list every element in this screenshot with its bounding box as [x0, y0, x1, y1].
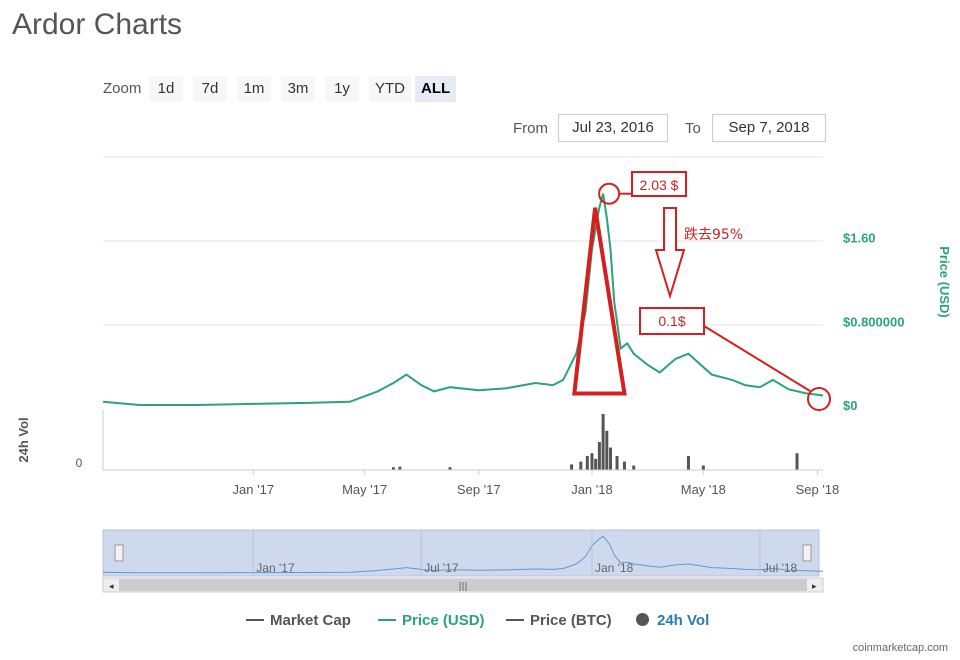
zoom-button-all[interactable]: ALL [415, 76, 457, 102]
volume-bar [579, 461, 583, 470]
volume-bar [609, 447, 613, 470]
price-usd-line [102, 193, 824, 406]
current-circle-marker [807, 387, 831, 411]
navigator-tick-label: Jul '17 [424, 561, 459, 575]
legend-item-price-btc[interactable]: Price (BTC) [506, 612, 612, 629]
x-tick-label: May '17 [342, 482, 387, 497]
volume-tick-label: 0 [76, 456, 83, 470]
navigator-selection[interactable] [102, 529, 820, 577]
legend-item-price-usd[interactable]: Price (USD) [378, 612, 485, 629]
legend-label: Price (BTC) [530, 612, 612, 629]
chart-axes [102, 410, 823, 471]
x-tick-label: Sep '18 [796, 482, 840, 497]
x-axis-ticks: Jan '17 May '17 Sep '17 Jan '18 May '18 Sep '… [233, 470, 840, 497]
page-title: Ardor Charts [12, 8, 183, 41]
navigator-tick-label: Jan '18 [595, 561, 634, 575]
legend-item-24h-vol[interactable]: 24h Vol [636, 612, 709, 629]
x-tick-label: May '18 [681, 482, 726, 497]
zoom-button-7d[interactable]: 7d [193, 76, 227, 102]
to-label: To [685, 120, 701, 137]
range-navigator[interactable]: Jan '17 Jul '17 Jan '18 Jul '18 ◂ ▸ ||| [102, 529, 824, 593]
legend-label: 24h Vol [657, 612, 710, 629]
from-date-input[interactable]: Jul 23, 2016 [558, 114, 668, 142]
volume-bar [570, 464, 574, 470]
zoom-label: Zoom [103, 80, 142, 97]
to-date-input[interactable]: Sep 7, 2018 [712, 114, 826, 142]
volume-bar [448, 467, 452, 470]
volume-bar [601, 414, 605, 470]
navigator-right-handle[interactable] [802, 544, 812, 562]
legend-label: Market Cap [270, 612, 351, 629]
zoom-button-1y[interactable]: 1y [325, 76, 359, 102]
navigator-series [102, 535, 824, 574]
peak-label-box [631, 171, 687, 197]
volume-bar [391, 467, 395, 470]
legend-dot-icon [636, 613, 649, 626]
volume-bar [398, 466, 402, 470]
zoom-button-1m[interactable]: 1m [237, 76, 271, 102]
volume-bar [795, 453, 799, 470]
zoom-button-3m[interactable]: 3m [281, 76, 315, 102]
peak-triangle-outline [572, 207, 627, 396]
navigator-tick-label: Jan '17 [256, 561, 295, 575]
y-axis-ticks: $1.60 $0.800000 $0 [843, 231, 904, 413]
current-label-box [639, 307, 705, 335]
annotation-layer: 2.03 $ 跌去95% 0.1$ [572, 171, 831, 411]
navigator-left-handle[interactable] [114, 544, 124, 562]
zoom-button-1d[interactable]: 1d [149, 76, 183, 102]
x-tick-label: Jan '17 [233, 482, 275, 497]
legend-line-icon [246, 619, 264, 621]
current-value-label: 0.1$ [658, 313, 685, 329]
volume-bar [632, 465, 636, 470]
volume-axis-title: 24h Vol [16, 417, 31, 462]
peak-label: 2.03 $ [640, 177, 679, 193]
navigator-tick-label: Jul '18 [763, 561, 798, 575]
x-tick-label: Jan '18 [571, 482, 613, 497]
y-axis-title: Price (USD) [937, 246, 952, 318]
legend-item-market-cap[interactable]: Market Cap [246, 612, 351, 629]
zoom-button-ytd[interactable]: YTD [369, 76, 411, 102]
volume-bar [686, 456, 690, 470]
legend-line-icon [378, 619, 396, 621]
legend-line-icon [506, 619, 524, 621]
credit-text: coinmarketcap.com [852, 642, 948, 654]
scrollbar-thumb[interactable] [119, 579, 807, 591]
scrollbar-grip-icon: ||| [458, 582, 467, 592]
legend-label: Price (USD) [402, 612, 485, 629]
volume-bar [615, 456, 619, 470]
volume-bar [597, 442, 601, 470]
from-label: From [513, 120, 548, 137]
volume-bar [585, 456, 589, 470]
volume-bar [590, 453, 594, 470]
scroll-right-arrow-icon[interactable]: ▸ [812, 582, 817, 592]
volume-bar [622, 461, 626, 470]
y-tick-label: $0.800000 [843, 314, 904, 329]
x-tick-label: Sep '17 [457, 482, 501, 497]
down-arrow-icon [654, 207, 686, 300]
y-tick-label: $1.60 [843, 231, 876, 246]
current-callout-line [703, 325, 811, 392]
volume-bar [701, 465, 705, 470]
drop-percent-label: 跌去95% [684, 227, 743, 243]
volume-bar [594, 458, 598, 470]
volume-bars [391, 414, 799, 470]
y-tick-label: $0 [843, 398, 857, 413]
scroll-left-arrow-icon[interactable]: ◂ [109, 582, 114, 592]
volume-bar [605, 430, 609, 470]
